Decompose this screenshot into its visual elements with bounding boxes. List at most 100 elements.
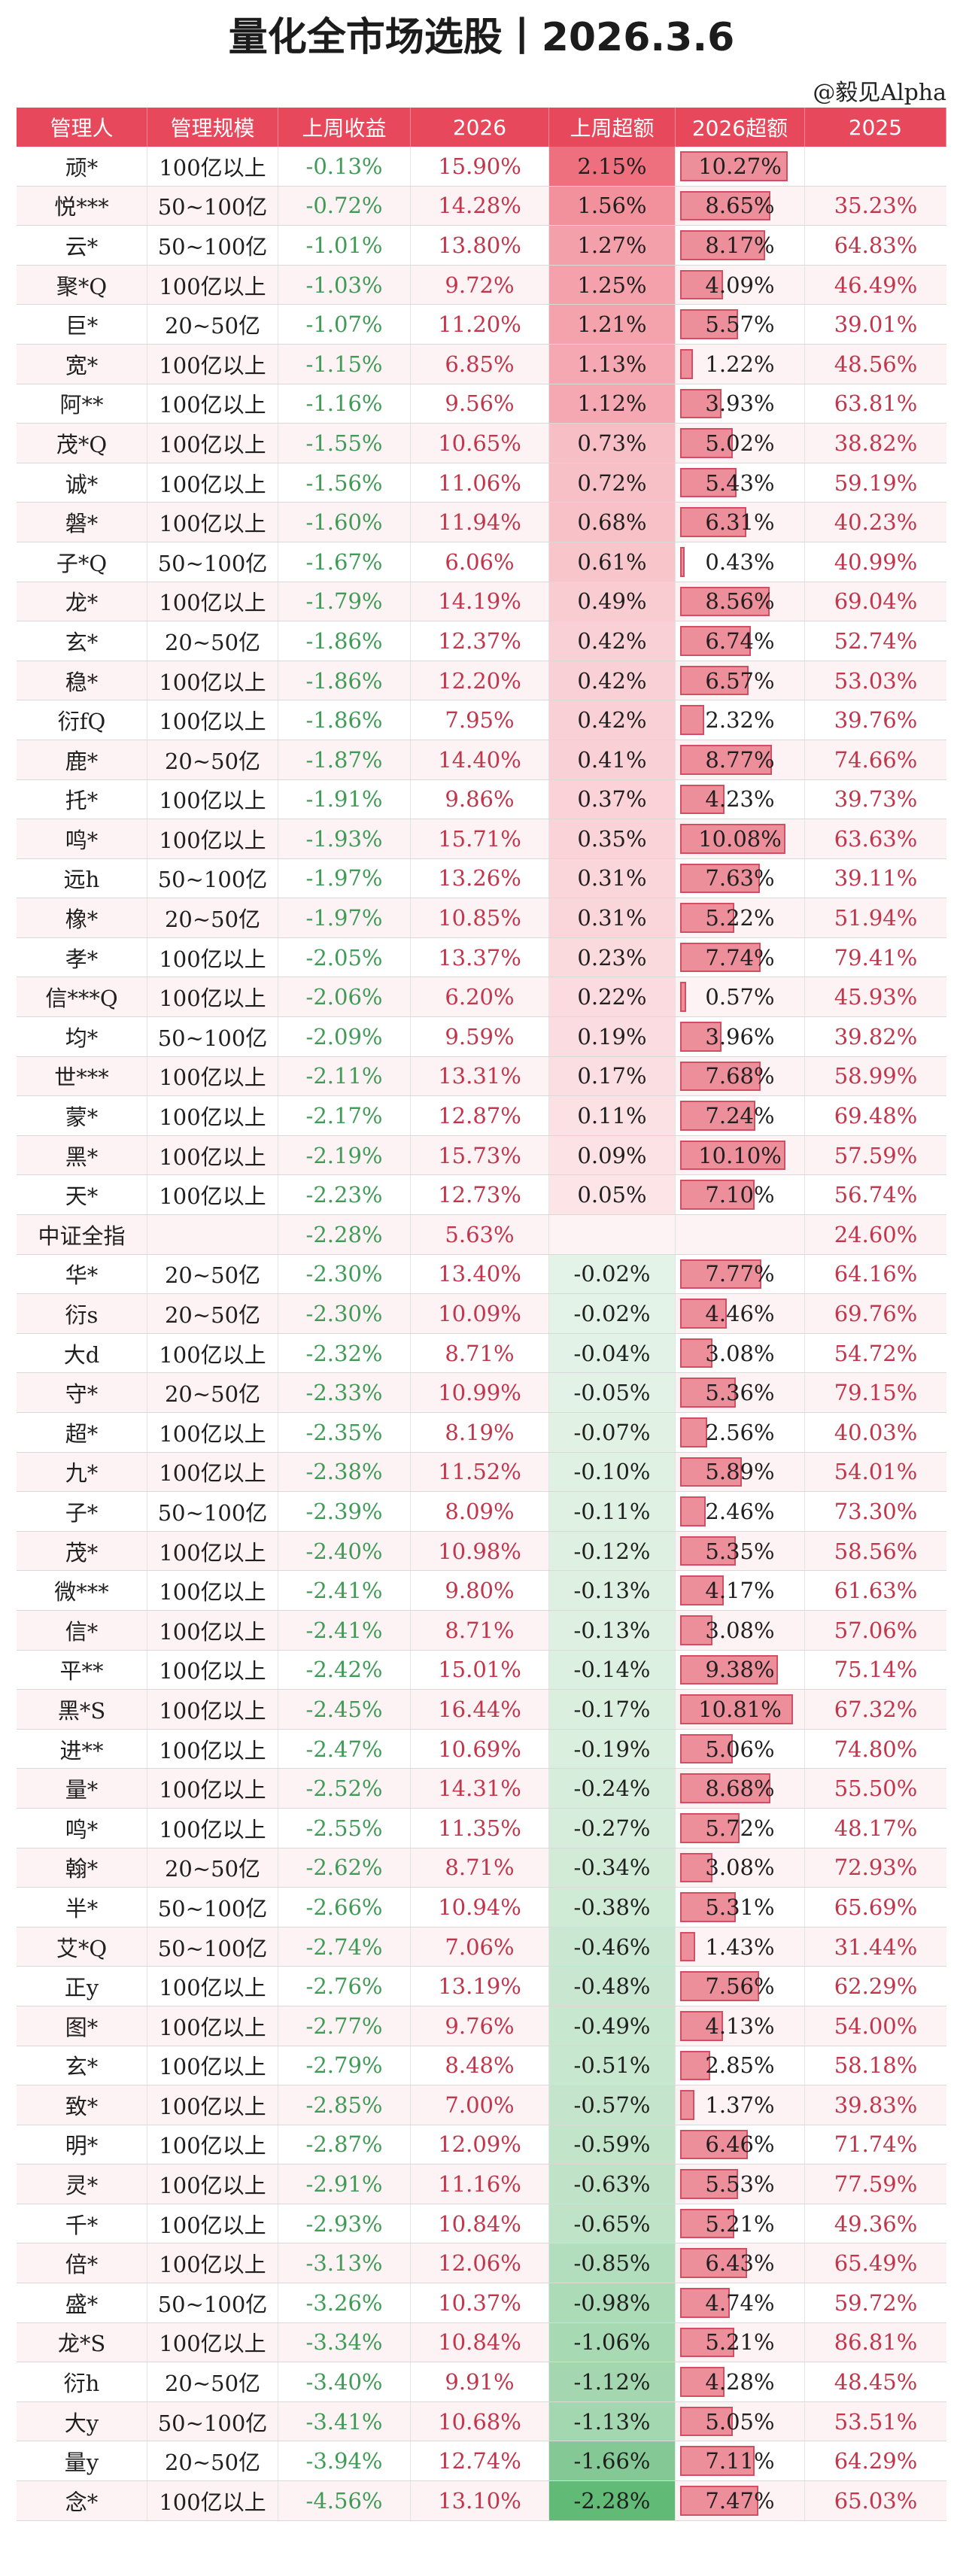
excess-bar (680, 1536, 737, 1566)
cell-week-return-value: -2.42% (305, 1657, 383, 1683)
cell-2026-value: 6.85% (445, 351, 515, 377)
cell-week-excess: -0.51% (549, 2046, 676, 2085)
cell-2026-excess: 5.89% (676, 1452, 805, 1492)
excess-bar (680, 942, 761, 973)
cell-manager-value: 托* (65, 788, 99, 814)
table-row: 明* 100亿以上 -2.87% 12.09% -0.59% 6.46% 71.74% (17, 2125, 946, 2165)
cell-scale-value: 50~100亿 (157, 1025, 268, 1051)
cell-2026-excess-value: 4.09% (705, 272, 775, 298)
heat-fill (549, 1571, 675, 1610)
cell-2026-excess-value: 4.13% (705, 2012, 775, 2039)
cell-week-excess: 0.68% (549, 503, 676, 542)
cell-2026-excess-value: 8.65% (705, 193, 775, 219)
cell-2025-value: 46.49% (834, 272, 918, 298)
cell-scale: 100亿以上 (147, 2085, 278, 2125)
table-row: 灵* 100亿以上 -2.91% 11.16% -0.63% 5.53% 77.59% (17, 2164, 946, 2204)
cell-scale-value: 20~50亿 (164, 1856, 261, 1882)
cell-2026-excess-value: 4.23% (705, 786, 775, 813)
cell-scale: 50~100亿 (147, 1017, 278, 1056)
cell-2026: 14.31% (411, 1769, 549, 1808)
cell-2026-excess: 7.77% (676, 1254, 805, 1294)
cell-2026-value: 15.71% (438, 825, 521, 852)
cell-manager-value: 图* (65, 2014, 99, 2040)
cell-week-return-value: -3.26% (305, 2289, 383, 2316)
excess-bar (680, 309, 739, 339)
cell-2025: 39.01% (805, 305, 946, 344)
cell-scale-value: 50~100亿 (157, 1895, 268, 1921)
cell-week-excess-value: -0.13% (573, 1578, 651, 1604)
cell-week-excess: -0.10% (549, 1452, 676, 1492)
cell-week-excess-value: 1.56% (577, 193, 647, 219)
cell-week-return-value: -2.77% (305, 2012, 383, 2039)
cell-2026: 8.19% (411, 1413, 549, 1452)
cell-2026-excess: 7.63% (676, 858, 805, 898)
cell-week-return-value: -2.06% (305, 984, 383, 1010)
cell-manager: 量y (17, 2441, 147, 2481)
cell-manager: 守* (17, 1373, 147, 1412)
cell-2026-excess-value: 10.27% (698, 153, 782, 179)
cell-week-excess: -0.24% (549, 1769, 676, 1808)
cell-2026: 7.06% (411, 1927, 549, 1967)
cell-scale: 100亿以上 (147, 1531, 278, 1571)
cell-2026-value: 13.26% (438, 865, 521, 892)
cell-scale-value: 100亿以上 (159, 709, 266, 735)
heat-fill (549, 1175, 675, 1215)
cell-scale-value: 100亿以上 (159, 1737, 266, 1763)
heat-fill (549, 2401, 675, 2441)
heat-fill (549, 858, 675, 898)
cell-week-return: -1.97% (278, 898, 411, 937)
cell-manager-value: 龙* (65, 590, 99, 616)
excess-bar (680, 2208, 735, 2239)
cell-2026: 9.80% (411, 1571, 549, 1610)
cell-manager-value: 磐* (65, 511, 99, 537)
cell-2026-excess: 4.46% (676, 1294, 805, 1333)
heat-fill (549, 2283, 675, 2322)
cell-week-return: -2.11% (278, 1056, 411, 1096)
cell-2026-excess-value: 8.17% (705, 232, 775, 258)
cell-week-excess-value: -0.02% (573, 1261, 651, 1287)
cell-2026-excess: 2.56% (676, 1413, 805, 1452)
cell-week-return: -1.86% (278, 621, 411, 661)
cell-2026-excess: 5.72% (676, 1808, 805, 1848)
cell-scale: 50~100亿 (147, 226, 278, 265)
heat-fill (549, 463, 675, 503)
cell-2026-excess-value: 7.11% (705, 2448, 775, 2474)
cell-2025: 58.99% (805, 1057, 946, 1096)
heat-fill (549, 1650, 675, 1690)
excess-bar (680, 1852, 712, 1883)
cell-week-excess-value: 0.22% (577, 984, 647, 1010)
cell-manager: 衍h (17, 2362, 147, 2401)
cell-week-return-value: -1.01% (305, 232, 383, 258)
cell-scale-value: 20~50亿 (164, 2450, 261, 2476)
ranking-table: 管理人 管理规模 上周收益 2026 上周超额 2026超额 2025 顽* 10… (17, 108, 946, 2521)
heat-fill (549, 186, 675, 226)
cell-manager-value: 阿** (59, 392, 104, 418)
cell-2025-value: 71.74% (834, 2131, 918, 2158)
heat-fill (549, 2085, 675, 2125)
table-row: 顽* 100亿以上 -0.13% 15.90% 2.15% 10.27% (17, 147, 946, 187)
cell-week-excess: -0.27% (549, 1808, 676, 1848)
cell-2026-excess-value: 2.46% (705, 1498, 775, 1524)
cell-week-return-value: -2.47% (305, 1736, 383, 1762)
cell-scale: 100亿以上 (147, 2204, 278, 2243)
cell-2025: 48.56% (805, 345, 946, 384)
heat-fill (549, 1848, 675, 1888)
cell-manager-value: 龙*S (57, 2331, 106, 2357)
table-row: 磐* 100亿以上 -1.60% 11.94% 0.68% 6.31% 40.23% (17, 503, 946, 542)
cell-manager-value: 大y (64, 2410, 99, 2436)
cell-week-excess: 0.41% (549, 740, 676, 779)
cell-scale: 100亿以上 (147, 2125, 278, 2164)
cell-week-return: -1.56% (278, 463, 411, 503)
cell-2026-excess-value: 5.72% (705, 1815, 775, 1841)
table-row: 天* 100亿以上 -2.23% 12.73% 0.05% 7.10% 56.74% (17, 1175, 946, 1216)
excess-bar (680, 2406, 734, 2437)
cell-week-return-value: -2.30% (305, 1301, 383, 1327)
cell-week-excess: 0.73% (549, 424, 676, 463)
cell-2026: 13.40% (411, 1254, 549, 1294)
table-row: 衍h 20~50亿 -3.40% 9.91% -1.12% 4.28% 48.45% (17, 2362, 946, 2402)
cell-2025-value: 73.30% (834, 1498, 918, 1524)
cell-2026: 10.98% (411, 1531, 549, 1571)
cell-manager: 悦*** (17, 186, 147, 226)
page-title: 量化全市场选股丨2026.3.6 (228, 15, 735, 60)
cell-2025: 48.45% (805, 2362, 946, 2401)
